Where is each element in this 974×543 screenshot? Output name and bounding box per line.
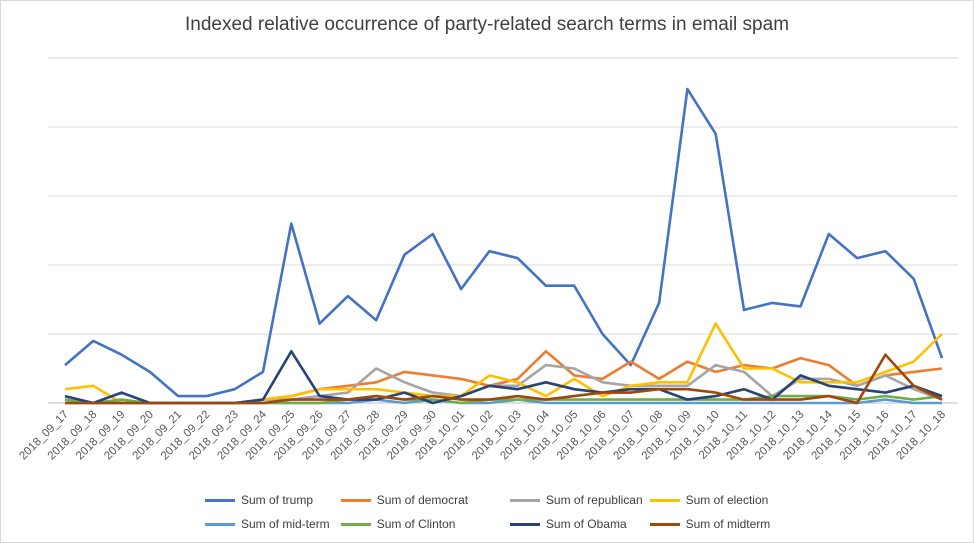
legend-swatch (509, 498, 540, 502)
legend-item: Sum of trump (205, 493, 341, 507)
legend-row: Sum of trump Sum of democrat Sum of republ… (205, 488, 805, 512)
series-line-midterm (65, 353, 943, 405)
legend-label: Sum of Obama (545, 517, 627, 531)
legend-item: Sum of Obama (509, 517, 650, 531)
legend-swatch (205, 498, 235, 502)
legend-item: Sum of Clinton (340, 517, 510, 531)
series-line-trump (64, 87, 944, 398)
series-line-election (64, 322, 943, 405)
legend-label: Sum of midterm (685, 517, 771, 531)
legend-item: Sum of republican (509, 493, 650, 507)
legend-label: Sum of trump (241, 493, 314, 507)
chart-title: Indexed relative occurrence of party-rel… (184, 14, 790, 35)
legend-row: Sum of mid-term Sum of Clinton Sum of Obam… (205, 512, 805, 536)
legend-swatch (649, 522, 680, 526)
legend-item: Sum of democrat (340, 493, 510, 507)
x-axis-ticks: 2018_09_172018_09_182018_09_192018_09_20… (17, 408, 948, 462)
legend-item: Sum of midterm (649, 517, 805, 531)
legend-swatch (340, 522, 371, 526)
legend-label: Sum of republican (545, 493, 643, 507)
legend-label: Sum of Clinton (376, 517, 456, 531)
legend-swatch (509, 522, 540, 526)
legend-label: Sum of democrat (376, 493, 469, 507)
legend-swatch (649, 498, 680, 502)
legend-label: Sum of election (685, 493, 769, 507)
legend-label: Sum of mid-term (241, 517, 330, 531)
legend-item: Sum of mid-term (205, 517, 341, 531)
legend-item: Sum of election (649, 493, 805, 507)
legend-swatch (205, 522, 235, 526)
legend: Sum of trump Sum of democrat Sum of republ… (205, 488, 805, 536)
legend-swatch (340, 498, 371, 502)
series-lines (64, 87, 944, 405)
gridlines (48, 57, 958, 404)
